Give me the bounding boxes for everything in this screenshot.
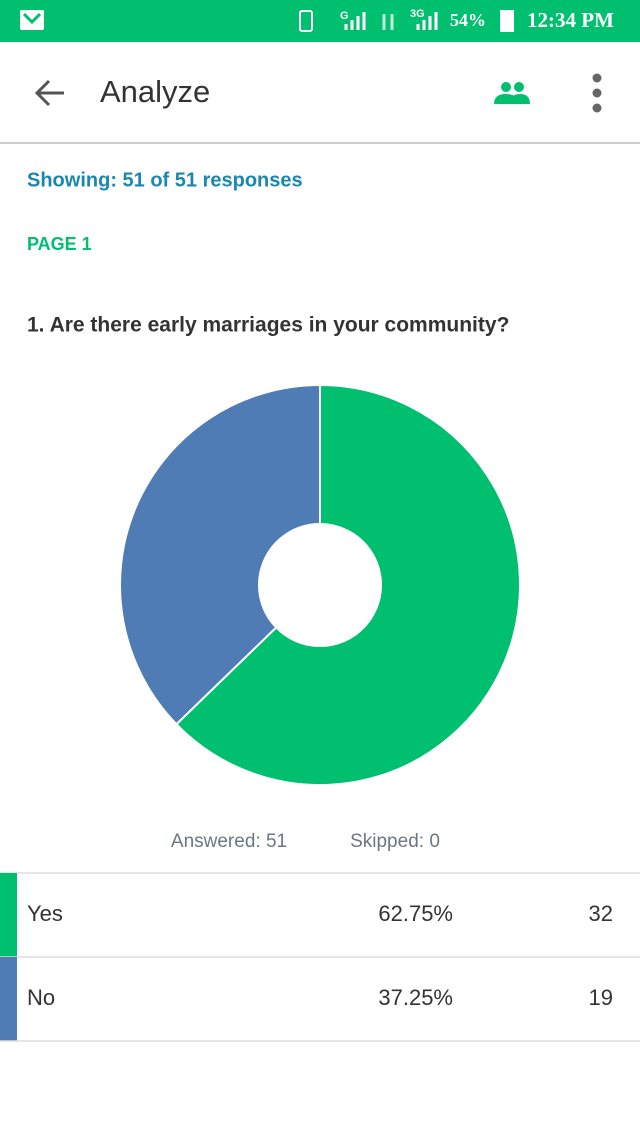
response-summary[interactable]: Showing: 51 of 51 responses	[27, 169, 303, 191]
signal-icon	[416, 12, 438, 30]
answer-percent: 62.75%	[378, 901, 453, 926]
mail-icon-mark	[22, 12, 42, 25]
collaborators-button[interactable]	[494, 82, 530, 104]
battery-icon	[500, 10, 514, 32]
vibrate-icon	[299, 10, 313, 32]
question-title: 1. Are there early marriages in your com…	[27, 314, 509, 337]
signal-icon	[344, 12, 366, 30]
back-button[interactable]	[34, 79, 64, 107]
legend-table: Yes 62.75% 32 No 37.25% 19	[0, 872, 640, 1042]
legend-swatch	[0, 873, 17, 957]
pie-slice	[174, 383, 521, 786]
network-label: 3G	[410, 8, 425, 20]
answer-label: No	[27, 985, 55, 1010]
battery-level: 54%	[450, 10, 486, 30]
page-label: PAGE 1	[27, 234, 92, 254]
answered-count: Answered: 51	[171, 831, 287, 852]
answer-percent: 37.25%	[378, 985, 453, 1010]
skipped-count: Skipped: 0	[350, 831, 440, 852]
network-label: G	[340, 10, 349, 22]
clock: 12:34 PM	[527, 8, 614, 32]
data-icon	[382, 14, 394, 30]
answer-count: 19	[589, 985, 613, 1010]
more-button[interactable]	[592, 73, 602, 113]
donut-chart	[119, 383, 521, 786]
legend-swatch	[0, 957, 17, 1041]
status-bar	[0, 0, 640, 42]
answer-count: 32	[589, 901, 613, 926]
pie-slice	[119, 383, 321, 726]
app-title: Analyze	[100, 74, 210, 109]
answer-label: Yes	[27, 901, 63, 926]
